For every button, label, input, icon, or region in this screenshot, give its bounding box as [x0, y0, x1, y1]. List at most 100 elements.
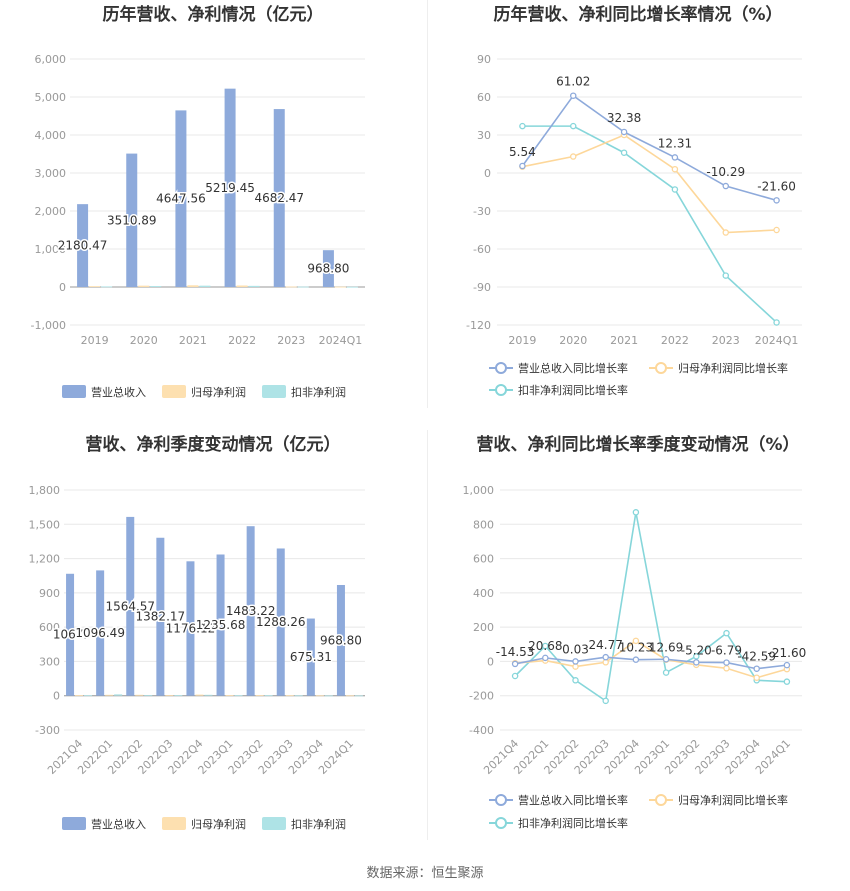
bar-revenue — [273, 109, 285, 288]
bar-net-profit — [334, 286, 346, 288]
y-tick-label: 400 — [473, 587, 494, 600]
data-label: 1382.17 — [136, 610, 186, 624]
legend-swatch — [62, 385, 86, 398]
legend-swatch — [162, 817, 186, 830]
y-tick-label: -1,000 — [31, 319, 66, 332]
y-tick-label: 800 — [473, 518, 494, 531]
point-deducted-profit — [773, 319, 780, 326]
point-revenue — [662, 656, 670, 663]
y-tick-label: 1,200 — [29, 553, 61, 566]
bar-net-profit — [285, 286, 297, 288]
point-net-profit — [572, 663, 579, 670]
x-tick-label: 2020 — [559, 334, 587, 347]
chart-title: 营收、净利同比增长率季度变动情况（%） — [476, 434, 799, 455]
legend-swatch — [262, 385, 286, 398]
bar-revenue — [216, 554, 225, 696]
data-label: 20.68 — [528, 639, 562, 653]
bar-revenue — [126, 153, 138, 287]
bar-deducted-profit — [150, 286, 162, 287]
legend-label: 扣非净利润 — [291, 817, 346, 831]
bar-deducted-profit — [84, 695, 93, 697]
y-tick-label: 1,000 — [35, 243, 67, 256]
series-line-revenue — [514, 656, 787, 670]
bar-net-profit — [165, 695, 174, 696]
point-deducted-profit — [569, 122, 577, 130]
bar-net-profit — [315, 695, 324, 697]
legend-swatch — [162, 385, 186, 398]
chart-title: 历年营收、净利情况（亿元） — [103, 4, 324, 25]
bar-net-profit — [236, 285, 248, 287]
data-label: -21.60 — [757, 179, 796, 193]
x-tick-label: 2020 — [130, 334, 158, 347]
point-net-profit — [602, 659, 609, 666]
x-tick-label: 2019 — [508, 334, 536, 347]
x-tick-label: 2019 — [81, 334, 109, 347]
point-revenue — [542, 654, 549, 662]
series-line-revenue — [521, 94, 777, 202]
bar-deducted-profit — [114, 694, 123, 696]
y-tick-label: 1,800 — [29, 484, 61, 497]
y-tick-label: 3,000 — [35, 167, 67, 180]
point-revenue — [773, 197, 780, 204]
point-deducted-profit — [693, 653, 700, 660]
bar-net-profit — [345, 695, 354, 697]
legend-marker — [495, 384, 507, 396]
bar-revenue — [186, 561, 195, 696]
bar-net-profit — [187, 285, 199, 287]
legend-label: 归母净利润 — [191, 817, 246, 831]
y-tick-label: 1,500 — [29, 518, 61, 531]
point-revenue — [753, 665, 760, 672]
point-deducted-profit — [620, 149, 628, 156]
point-revenue — [602, 653, 609, 661]
y-tick-label: 0 — [53, 690, 60, 703]
bar-deducted-profit — [199, 285, 211, 287]
bar-revenue — [306, 618, 315, 696]
y-tick-label: -300 — [35, 724, 60, 737]
y-tick-label: 200 — [473, 621, 494, 634]
bar-net-profit — [285, 695, 294, 697]
bar-deducted-profit — [248, 285, 260, 287]
data-label: 24.77 — [589, 638, 623, 652]
point-net-profit — [753, 674, 760, 681]
point-deducted-profit — [783, 678, 791, 685]
point-deducted-profit — [542, 642, 549, 650]
data-label: 4682.47 — [254, 191, 304, 205]
point-revenue — [511, 660, 519, 668]
bar-revenue — [322, 250, 334, 287]
legend-label: 归母净利润 — [191, 385, 246, 399]
legend-label: 营业总收入 — [91, 385, 146, 399]
legend-label: 营业总收入同比增长率 — [518, 361, 628, 375]
y-tick-label: -200 — [469, 690, 494, 703]
bar-deducted-profit — [324, 695, 333, 697]
bar-revenue — [96, 570, 105, 696]
y-tick-label: 0 — [59, 281, 66, 294]
y-tick-label: 4,000 — [35, 129, 67, 142]
x-tick-label: 2022 — [228, 334, 256, 347]
series-line-net-profit — [515, 639, 788, 679]
data-label: -14.53 — [496, 645, 535, 659]
point-deducted-profit — [572, 677, 579, 684]
bar-net-profit — [195, 694, 204, 696]
point-net-profit — [773, 226, 780, 234]
data-label: -42.59 — [737, 650, 776, 664]
point-net-profit — [722, 229, 729, 236]
data-label: 12.31 — [658, 136, 692, 150]
data-label: 1176.12 — [166, 622, 216, 636]
legend-marker — [495, 362, 507, 374]
data-label: -6.79 — [711, 644, 742, 658]
point-revenue — [632, 656, 640, 663]
y-tick-label: 1,000 — [463, 484, 495, 497]
data-label: 4647.56 — [156, 192, 206, 206]
legend-swatch — [262, 817, 286, 830]
series-line-deducted-profit — [514, 512, 787, 703]
bar-deducted-profit — [264, 695, 273, 697]
data-label: 1564.57 — [105, 599, 155, 613]
legend-swatch — [62, 817, 86, 830]
point-revenue — [722, 182, 729, 190]
x-tick-label: 2024Q1 — [755, 334, 799, 347]
legend-label: 扣非净利润同比增长率 — [518, 383, 628, 397]
x-tick-label: 2024Q1 — [319, 334, 363, 347]
bar-revenue — [77, 204, 89, 287]
quarterly-growth-rate-chart: 营收、净利同比增长率季度变动情况（%） -400 -200 0 200 400 600 800… — [463, 434, 807, 830]
legend-label: 归母净利润同比增长率 — [678, 793, 788, 807]
